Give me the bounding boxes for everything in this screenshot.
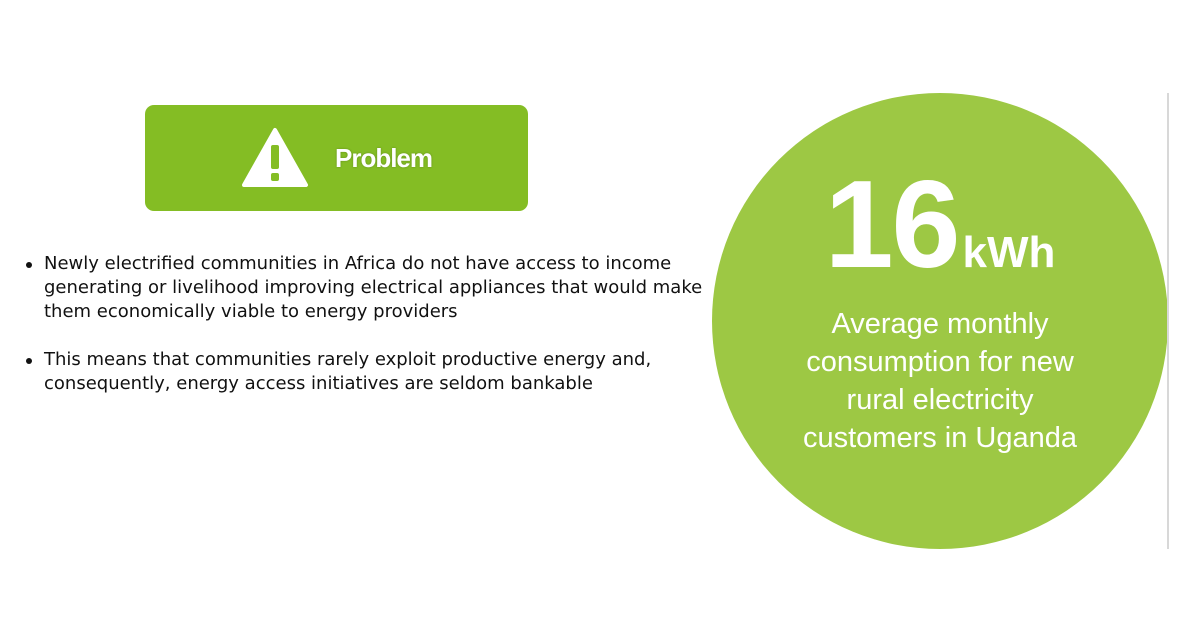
bullet-item: This means that communities rarely explo…	[26, 348, 704, 396]
problem-bullet-list: Newly electrified communities in Africa …	[26, 252, 704, 420]
stat-unit: kWh	[962, 228, 1056, 277]
divider	[1167, 93, 1169, 549]
stat-value: 16kWh	[712, 163, 1168, 287]
stat-number: 16	[824, 156, 961, 294]
problem-banner: Problem	[145, 105, 528, 211]
banner-label: Problem	[334, 142, 433, 173]
stat-circle: 16kWh Average monthly consumption for ne…	[712, 93, 1168, 549]
stat-caption: Average monthly consumption for new rura…	[802, 308, 1078, 454]
warning-icon	[241, 127, 309, 189]
bullet-item: Newly electrified communities in Africa …	[26, 253, 703, 322]
